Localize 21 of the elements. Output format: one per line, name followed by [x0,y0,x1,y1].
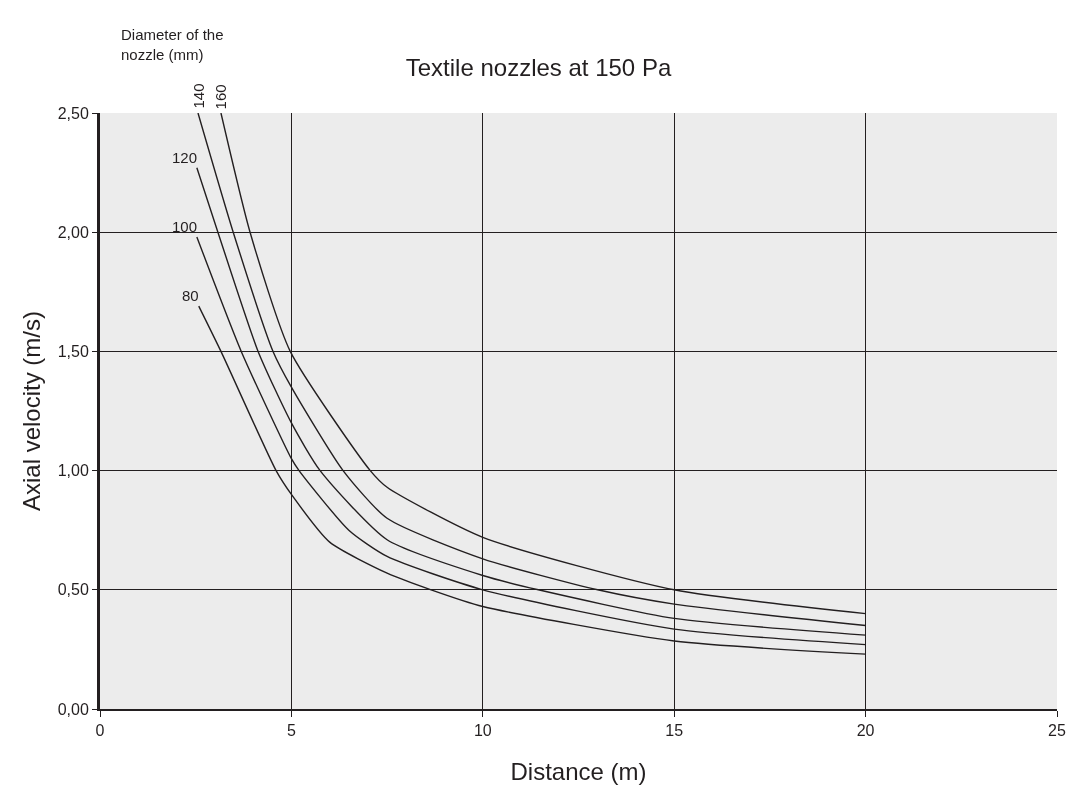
legend-title: Diameter of the nozzle (mm) [121,26,224,63]
x-tick-label: 10 [473,722,492,740]
y-tick-label: 0,50 [57,581,89,599]
x-tick-label: 20 [856,722,875,740]
chart-title: Textile nozzles at 150 Pa [405,53,672,81]
y-tick-label: 2,00 [57,223,89,241]
x-tick-label: 25 [1048,722,1066,740]
x-tick-label: 0 [95,722,105,740]
x-tick-label: 15 [665,722,684,740]
y-tick-label: 1,50 [57,343,89,360]
text: 140 [189,83,207,109]
text: 160 [212,84,230,110]
series-label: 100 [172,218,198,235]
x-tick-label: 5 [286,722,296,740]
y-tick-label: 0,00 [57,700,89,718]
y-tick-label: 1,00 [57,462,89,480]
y-tick-label: 2,50 [57,104,89,122]
series-label: 120 [172,149,198,166]
x-axis-title: Distance (m) [510,758,647,785]
series-label: 80 [182,287,199,304]
y-axis-title: Axial velocity (m/s) [18,310,45,512]
